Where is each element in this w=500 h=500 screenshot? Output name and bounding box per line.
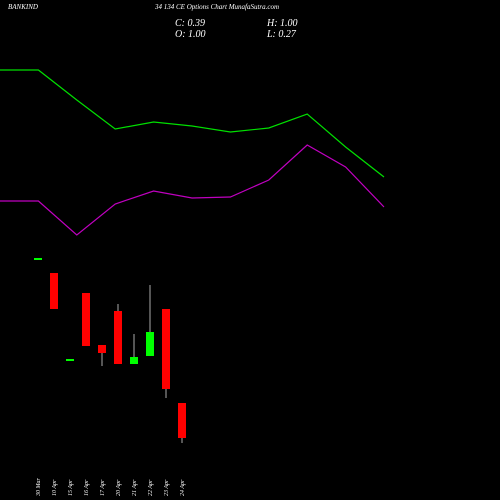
x-tick-label: 20 Apr: [116, 479, 122, 496]
line-series: [0, 144, 385, 236]
x-tick-label: 21 Apr: [132, 479, 138, 496]
candle-body: [130, 357, 138, 364]
close-label: C: 0.39: [175, 18, 205, 29]
low-label: L: 0.27: [266, 29, 297, 40]
high-label: H: 1.00: [266, 18, 298, 29]
open-label: O: 1.00: [175, 29, 206, 40]
candle-body: [34, 258, 42, 260]
symbol: BANKIND: [8, 3, 38, 11]
line-series: [0, 69, 385, 178]
x-tick-label: 16 Apr: [84, 479, 90, 496]
candle-body: [146, 332, 154, 356]
candle-body: [98, 345, 106, 353]
x-tick-label: 17 Apr: [100, 479, 106, 496]
x-tick-label: 15 Apr: [68, 479, 74, 496]
x-tick-label: 10 Apr: [52, 479, 58, 496]
x-tick-label: 23 Apr: [164, 479, 170, 496]
x-tick-label: 22 Apr: [148, 479, 154, 496]
candle-body: [178, 403, 186, 438]
x-tick-label: 30 Mar: [36, 478, 42, 497]
candle-body: [50, 273, 58, 309]
candle-body: [82, 293, 90, 346]
candle-body: [114, 311, 122, 364]
candle-body: [66, 359, 74, 361]
candle-body: [162, 309, 170, 389]
chart-title: 34 134 CE Options Chart MunafaSutra.com: [154, 3, 279, 11]
x-tick-label: 24 Apr: [179, 479, 186, 496]
